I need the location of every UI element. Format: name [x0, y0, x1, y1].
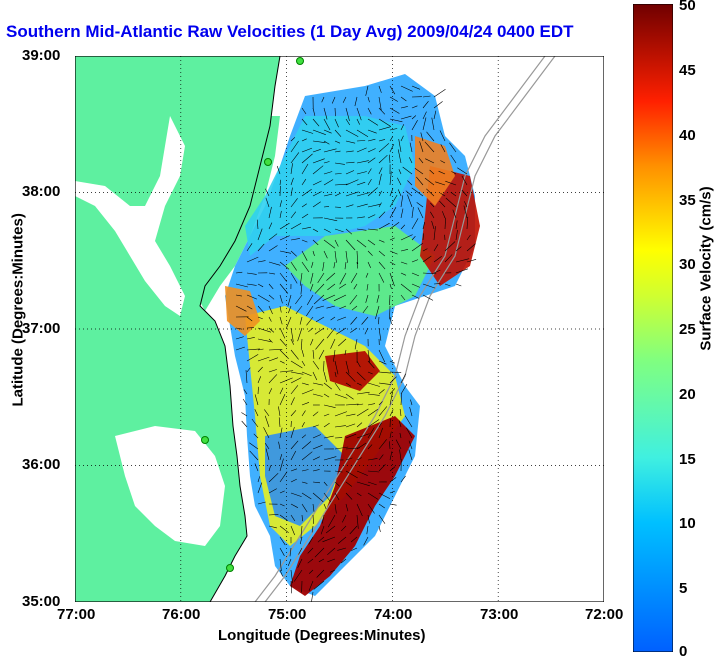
station-marker — [227, 565, 234, 572]
velocity-map — [75, 56, 604, 602]
colorbar-label: Surface Velocity (cm/s) — [698, 169, 715, 369]
map-title: Southern Mid-Atlantic Raw Velocities (1 … — [6, 22, 574, 42]
colorbar-tick: 45 — [679, 62, 696, 79]
colorbar-tick: 40 — [679, 127, 696, 144]
y-tick: 37:00 — [22, 320, 60, 337]
x-axis-label: Longitude (Degrees:Minutes) — [218, 627, 426, 644]
y-tick: 38:00 — [22, 183, 60, 200]
x-tick: 75:00 — [268, 606, 306, 623]
y-axis-label: Latitude (Degrees:Minutes) — [10, 247, 27, 407]
y-tick: 39:00 — [22, 47, 60, 64]
colorbar-tick: 25 — [679, 321, 696, 338]
x-tick: 77:00 — [57, 606, 95, 623]
colorbar-tick: 15 — [679, 451, 696, 468]
y-tick: 35:00 — [22, 593, 60, 610]
colorbar-tick: 50 — [679, 0, 696, 14]
y-tick: 36:00 — [22, 456, 60, 473]
x-tick: 74:00 — [374, 606, 412, 623]
x-tick: 73:00 — [480, 606, 518, 623]
x-tick: 72:00 — [585, 606, 623, 623]
station-marker — [265, 159, 272, 166]
station-marker — [297, 58, 304, 65]
colorbar-tick: 10 — [679, 515, 696, 532]
x-tick: 76:00 — [162, 606, 200, 623]
colorbar — [633, 4, 673, 652]
colorbar-tick: 0 — [679, 643, 687, 660]
station-marker — [202, 437, 209, 444]
colorbar-tick: 30 — [679, 256, 696, 273]
colorbar-tick: 5 — [679, 580, 687, 597]
colorbar-tick: 20 — [679, 386, 696, 403]
colorbar-gradient — [633, 4, 673, 652]
colorbar-tick: 35 — [679, 192, 696, 209]
